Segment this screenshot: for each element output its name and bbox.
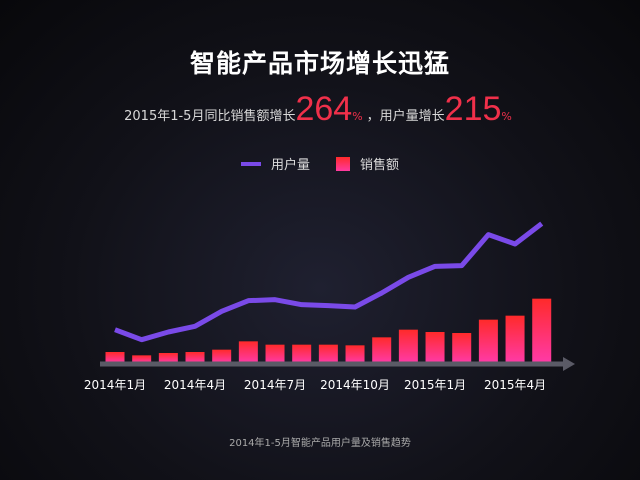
bar	[452, 333, 472, 363]
legend: 用户量 销售额	[0, 154, 640, 173]
legend-bar-swatch	[336, 156, 350, 171]
legend-line-swatch	[240, 161, 261, 166]
x-tick-label: 2014年7月	[244, 378, 306, 392]
legend-item-users: 用户量	[240, 154, 310, 173]
bar	[158, 353, 178, 363]
subtitle-mid: ，用户量增长	[366, 109, 445, 124]
sales-growth: 264	[295, 90, 353, 128]
pct1: %	[352, 110, 363, 123]
bar	[238, 341, 258, 363]
chart-caption: 2014年1-5月智能产品用户量及销售趋势	[229, 438, 411, 449]
bar	[212, 349, 232, 363]
subtitle: 2015年1-5月同比销售额增长264% ，用户量增长215%	[0, 90, 640, 129]
x-tick-label: 2014年1月	[84, 378, 146, 392]
subtitle-prefix: 2015年1-5月同比销售额增长	[124, 109, 296, 124]
bar	[318, 344, 338, 363]
bar	[292, 344, 312, 363]
bar	[185, 352, 205, 363]
bar	[505, 315, 525, 363]
bar	[105, 352, 125, 363]
users-line	[114, 221, 544, 343]
x-tick-label: 2014年10月	[320, 378, 390, 392]
x-tick-label: 2014年4月	[164, 378, 226, 392]
bar	[532, 298, 552, 363]
bar	[345, 345, 365, 363]
x-axis-arrow	[563, 357, 575, 371]
bar	[265, 344, 285, 363]
bar	[478, 319, 498, 363]
bar	[425, 332, 445, 363]
x-axis	[100, 361, 565, 367]
legend-item-sales: 销售额	[336, 154, 399, 173]
bar	[398, 329, 418, 363]
bar	[132, 355, 152, 363]
bar	[372, 337, 392, 363]
x-tick-label: 2015年4月	[484, 378, 546, 392]
x-tick-label: 2015年1月	[404, 378, 466, 392]
legend-label: 用户量	[270, 158, 310, 173]
slide-title: 智能产品市场增长迅猛	[189, 49, 450, 78]
pct2: %	[501, 110, 512, 123]
user-growth: 215	[444, 90, 502, 128]
legend-label: 销售额	[360, 158, 400, 173]
